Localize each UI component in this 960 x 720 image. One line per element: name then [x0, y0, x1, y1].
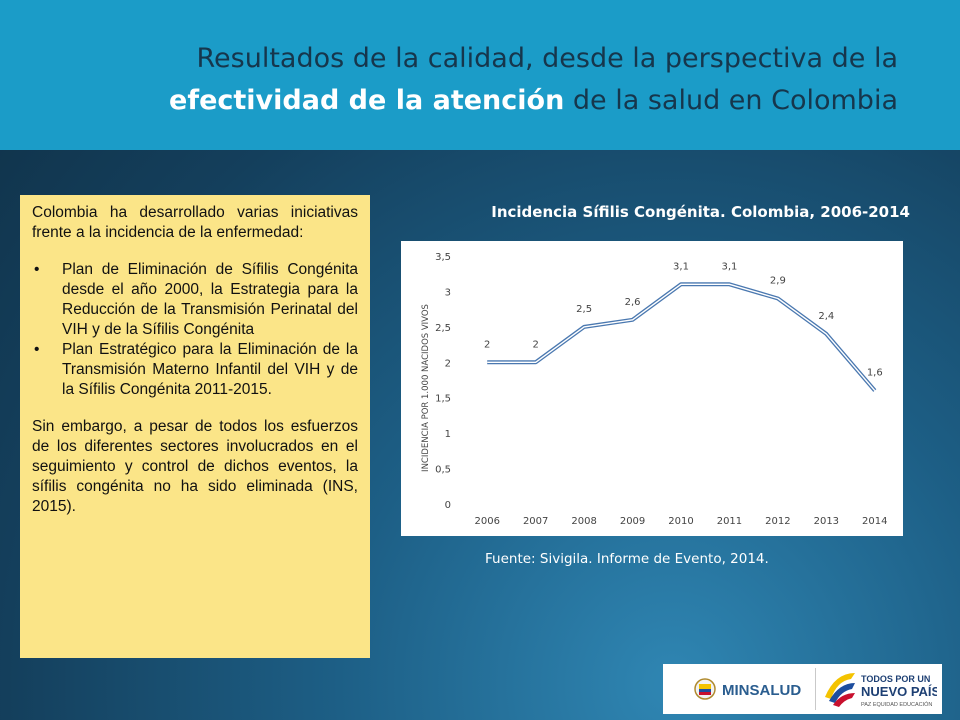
x-tick-label: 2010	[668, 516, 693, 527]
logo-strip: MINSALUD TODOS POR UN NUEVO PAÍS PAZ EQU…	[663, 664, 942, 714]
y-tick-label: 0,5	[435, 465, 451, 476]
x-tick-label: 2012	[765, 516, 790, 527]
x-tick-label: 2008	[571, 516, 596, 527]
y-axis-title: INCIDENCIA POR 1.000 NACIDOS VIVOS	[421, 304, 431, 472]
data-label: 2,5	[576, 304, 592, 315]
title-rest: de la salud en Colombia	[572, 85, 898, 116]
x-tick-label: 2011	[717, 516, 742, 527]
line-chart: 0 0,5 1 1,5 2 2,5 3 3,5 2006 2007 2008 2009 2010 2011…	[421, 252, 888, 527]
list-item: Plan Estratégico para la Eliminación de …	[34, 340, 358, 400]
data-label: 2,9	[770, 276, 786, 287]
slide-title: Resultados de la calidad, desde la persp…	[108, 38, 898, 122]
swoosh-blue-icon	[829, 683, 855, 703]
x-tick-label: 2014	[862, 516, 887, 527]
y-tick-label: 0	[445, 500, 451, 511]
data-label: 2,4	[818, 311, 834, 322]
minsalud-wordmark: MINSALUD	[722, 682, 801, 699]
x-tick-label: 2007	[523, 516, 548, 527]
y-tick-label: 1	[445, 429, 451, 440]
title-highlight: efectividad de la atención	[169, 85, 565, 116]
pais-tagline: PAZ EQUIDAD EDUCACIÓN	[861, 701, 932, 708]
coat-band-red	[699, 692, 711, 695]
nuevo-pais-logo: TODOS POR UN NUEVO PAÍS PAZ EQUIDAD EDUC…	[825, 673, 937, 708]
conclusion-paragraph: Sin embargo, a pesar de todos los esfuer…	[32, 418, 358, 515]
y-tick-label: 2	[445, 358, 451, 369]
pais-line1: TODOS POR UN	[861, 674, 930, 684]
data-label: 2	[484, 339, 490, 350]
intro-paragraph: Colombia ha desarrollado varias iniciati…	[32, 204, 358, 241]
chart-panel: 0 0,5 1 1,5 2 2,5 3 3,5 2006 2007 2008 2009 2010 2011…	[401, 241, 903, 536]
bullet-text: Plan de Eliminación de Sífilis Congénita…	[62, 261, 358, 338]
data-label: 3,1	[721, 261, 737, 272]
coat-band-yellow	[699, 684, 711, 689]
chart-title: Incidencia Sífilis Congénita. Colombia, …	[491, 203, 910, 221]
list-item: Plan de Eliminación de Sífilis Congénita…	[34, 260, 358, 340]
x-tick-label: 2013	[814, 516, 839, 527]
logo-divider	[815, 668, 816, 710]
y-tick-label: 3	[445, 287, 451, 298]
header-band: Resultados de la calidad, desde la persp…	[0, 0, 960, 150]
coat-band-blue	[699, 689, 711, 692]
data-label: 2,6	[625, 297, 641, 308]
initiatives-textbox: Colombia ha desarrollado varias iniciati…	[20, 195, 370, 658]
series-line-inner	[487, 283, 876, 392]
y-tick-label: 1,5	[435, 394, 451, 405]
data-label: 1,6	[867, 368, 883, 379]
x-tick-label: 2009	[620, 516, 645, 527]
source-note: Fuente: Sivigila. Informe de Evento, 201…	[485, 551, 769, 567]
initiatives-list: Plan de Eliminación de Sífilis Congénita…	[32, 260, 358, 400]
minsalud-logo: MINSALUD	[694, 678, 801, 700]
y-tick-label: 3,5	[435, 252, 451, 263]
swoosh-yellow-icon	[825, 673, 855, 699]
series-line	[487, 282, 877, 392]
swoosh-red-icon	[833, 693, 855, 707]
data-label: 2	[532, 339, 538, 350]
data-label: 3,1	[673, 261, 689, 272]
pais-line2: NUEVO PAÍS	[861, 684, 937, 699]
bullet-text: Plan Estratégico para la Eliminación de …	[62, 341, 358, 398]
title-line1: Resultados de la calidad, desde la persp…	[196, 43, 899, 74]
y-tick-label: 2,5	[435, 323, 451, 334]
x-tick-label: 2006	[474, 516, 499, 527]
